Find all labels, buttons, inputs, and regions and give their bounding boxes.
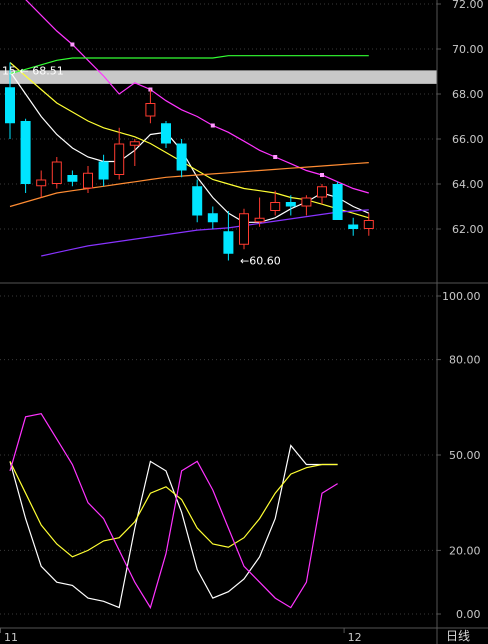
price-annotation: ←60.60: [240, 255, 281, 268]
price-tick-label: 72.00: [452, 0, 484, 11]
candle-body-up: [145, 103, 156, 117]
oscillator-line: [9, 413, 338, 610]
moving-average-line: [25, 0, 369, 194]
candle-body-down: [67, 175, 78, 182]
oscillator-line: [9, 444, 338, 609]
moving-average-line: [9, 162, 369, 208]
moving-average-line: [41, 209, 369, 257]
candle-body-up: [36, 179, 47, 187]
candle-body-down: [161, 123, 171, 144]
candle-body-up: [239, 213, 249, 245]
candle-body-down: [192, 186, 203, 216]
oscillator-line: [9, 461, 338, 558]
x-tick-label: 11: [4, 631, 18, 644]
candle-body-up: [114, 143, 125, 175]
oscillator-tick-label: 80.00: [449, 354, 481, 367]
period-button-daily[interactable]: 日线: [446, 629, 471, 643]
x-tick-label: 12: [348, 631, 362, 644]
candle-body-down: [332, 184, 343, 220]
price-panel: 15 ← 68.51 ←60.60: [0, 0, 437, 268]
moving-average-point: [70, 42, 75, 47]
candle-body-down: [207, 213, 218, 223]
moving-average-line: [9, 55, 369, 75]
oscillator-tick-label: 100.00: [442, 290, 481, 303]
oscillator-tick-label: 0.00: [456, 608, 481, 621]
price-band: [0, 70, 437, 84]
price-tick-label: 70.00: [452, 43, 484, 56]
candle-body-down: [20, 121, 31, 184]
price-tick-label: 62.00: [452, 223, 484, 236]
price-annotation: 15 ← 68.51: [2, 65, 64, 78]
moving-average-point: [273, 155, 278, 159]
candle-body-down: [348, 224, 359, 229]
moving-average-point: [210, 123, 215, 128]
candle-body-down: [98, 161, 109, 180]
candle-body-up: [363, 220, 374, 229]
candle-body-up: [254, 217, 265, 223]
candle-body-up: [301, 197, 312, 207]
candle-body-down: [176, 143, 187, 171]
candle-body-up: [129, 141, 140, 146]
candle-body-up: [270, 202, 281, 211]
candle-body-down: [285, 202, 296, 207]
candle-body-up: [51, 161, 62, 184]
oscillator-tick-label: 20.00: [449, 544, 481, 557]
moving-average-point: [320, 173, 324, 177]
candle-body-down: [223, 231, 234, 254]
price-tick-label: 68.00: [452, 88, 484, 101]
price-tick-label: 66.00: [452, 133, 484, 146]
candle-body-up: [317, 186, 327, 198]
candle-body-down: [5, 87, 15, 124]
oscillator-panel: [0, 295, 437, 615]
candle-body-up: [83, 172, 93, 189]
oscillator-tick-label: 50.00: [449, 449, 481, 462]
price-tick-label: 64.00: [452, 178, 484, 191]
moving-average-line: [9, 71, 370, 223]
